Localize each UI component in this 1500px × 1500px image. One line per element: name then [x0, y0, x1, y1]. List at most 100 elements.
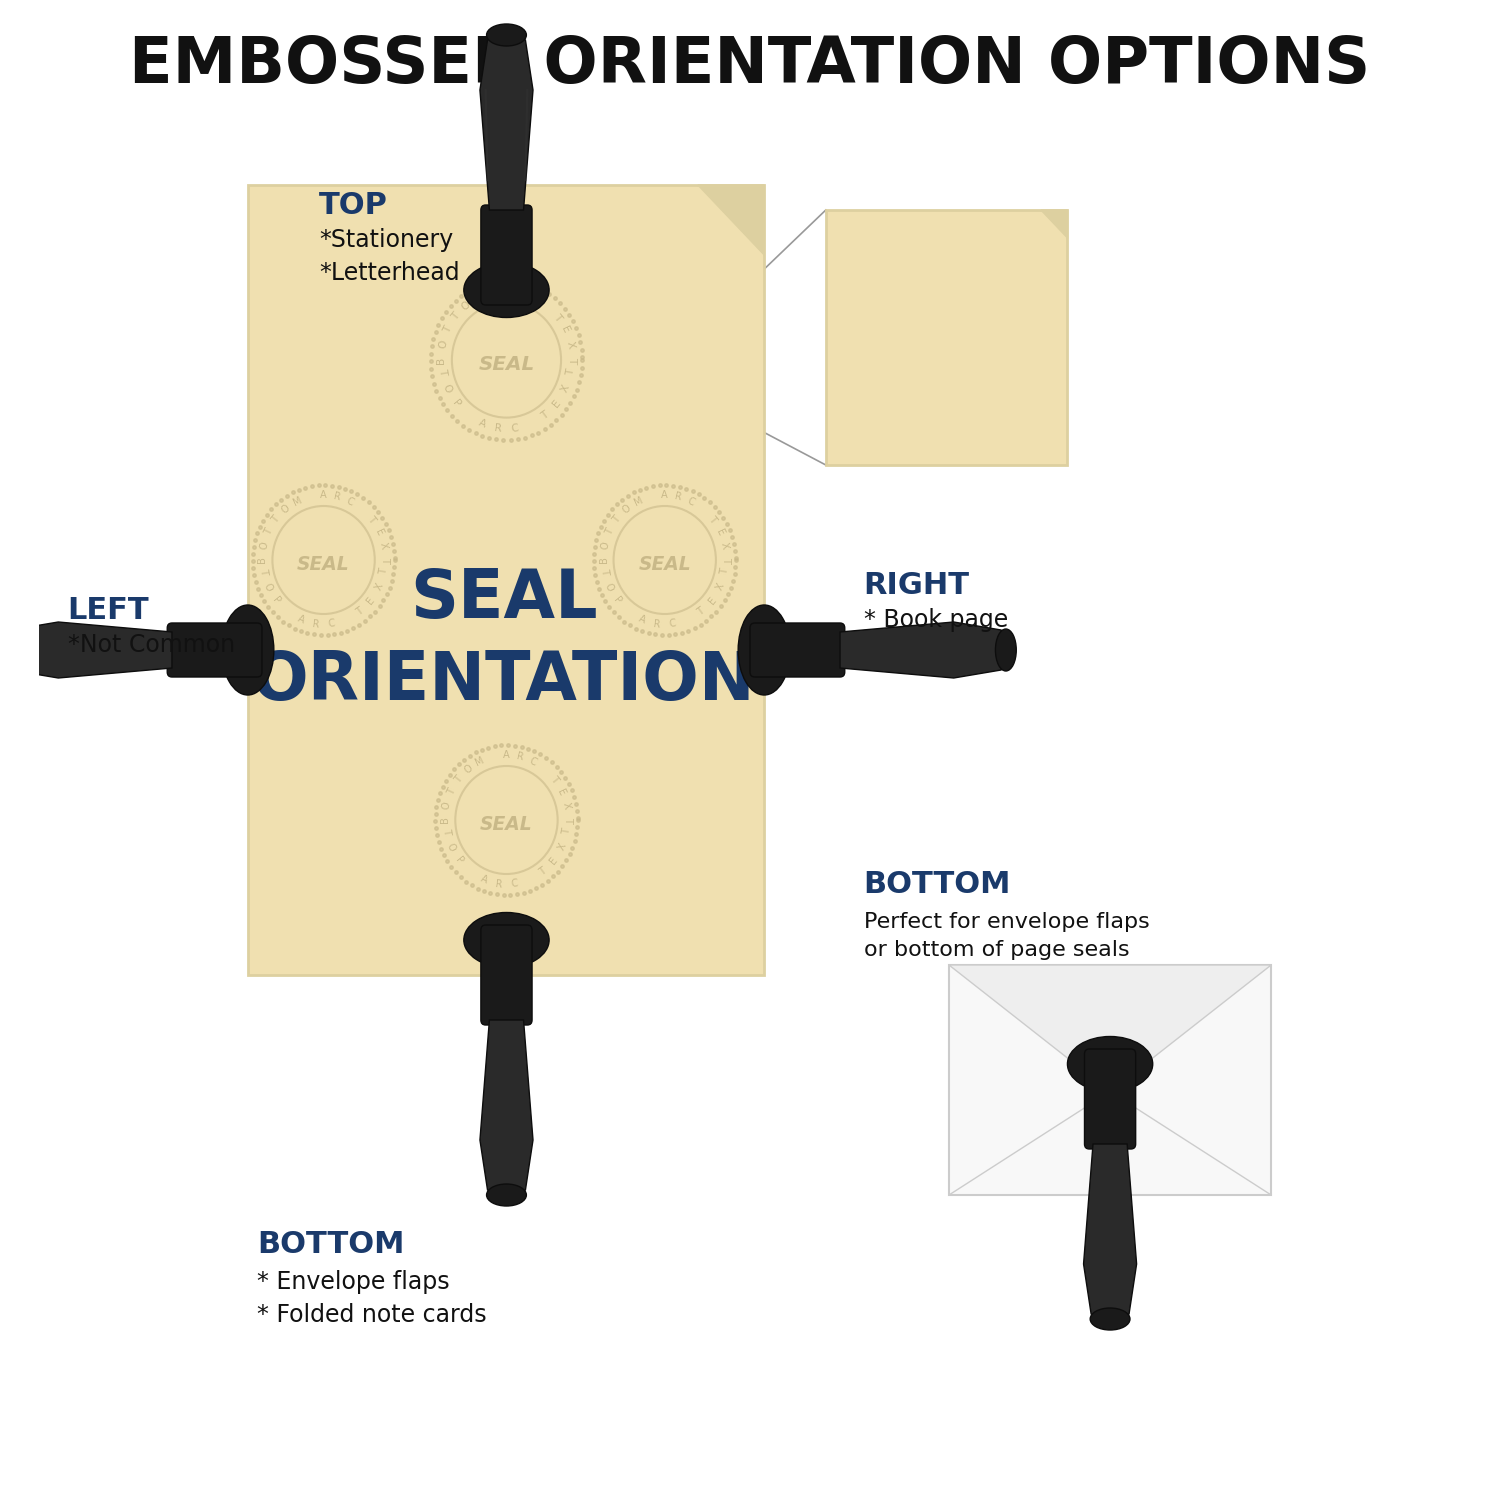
- Polygon shape: [698, 184, 764, 255]
- Text: O: O: [1065, 1022, 1072, 1028]
- Text: T: T: [258, 567, 268, 574]
- Text: E: E: [706, 596, 718, 606]
- Text: T: T: [720, 567, 730, 574]
- Text: O: O: [859, 368, 877, 382]
- Text: B: B: [853, 333, 868, 342]
- Text: T: T: [552, 312, 564, 322]
- Text: C: C: [976, 248, 992, 264]
- Text: E: E: [714, 526, 726, 537]
- Text: X: X: [560, 382, 572, 394]
- Text: * Book page: * Book page: [864, 608, 1008, 631]
- Text: A: A: [908, 413, 922, 429]
- Ellipse shape: [464, 262, 549, 318]
- Text: C: C: [510, 879, 519, 890]
- Text: A: A: [477, 419, 488, 430]
- Ellipse shape: [738, 604, 790, 694]
- Text: O: O: [603, 580, 615, 592]
- Text: R: R: [674, 492, 682, 502]
- Text: R: R: [494, 423, 502, 433]
- Text: T: T: [1068, 1011, 1076, 1019]
- Text: C: C: [669, 618, 676, 630]
- Text: C: C: [686, 496, 696, 508]
- Text: RIGHT: RIGHT: [864, 572, 969, 600]
- Text: T: T: [855, 348, 870, 358]
- Text: BOTTOM: BOTTOM: [258, 1230, 405, 1258]
- Text: LEFT: LEFT: [68, 596, 150, 626]
- Polygon shape: [480, 1020, 532, 1200]
- FancyBboxPatch shape: [750, 622, 844, 676]
- Text: M: M: [632, 495, 644, 508]
- Text: E: E: [374, 526, 384, 537]
- Text: R: R: [495, 879, 502, 890]
- Text: A: A: [503, 750, 510, 760]
- Text: O: O: [258, 542, 270, 550]
- Ellipse shape: [1068, 1036, 1152, 1092]
- Text: T: T: [380, 556, 390, 562]
- Text: O: O: [436, 339, 448, 350]
- Text: E: E: [364, 596, 376, 606]
- Text: T: T: [1024, 333, 1039, 342]
- Text: T: T: [1074, 1002, 1080, 1010]
- Polygon shape: [1083, 1144, 1137, 1324]
- Text: * Envelope flaps
* Folded note cards: * Envelope flaps * Folded note cards: [258, 1270, 488, 1328]
- Text: P: P: [453, 855, 465, 865]
- Text: E: E: [1144, 1011, 1152, 1019]
- Text: O: O: [462, 764, 474, 776]
- Text: R: R: [516, 286, 525, 298]
- FancyBboxPatch shape: [950, 964, 1270, 1196]
- Text: T: T: [270, 514, 282, 525]
- Text: O: O: [279, 504, 291, 516]
- Text: B: B: [598, 556, 609, 564]
- Text: X: X: [564, 340, 576, 350]
- Text: O: O: [1068, 1048, 1076, 1056]
- Text: X: X: [1144, 1048, 1152, 1056]
- Text: T: T: [861, 291, 877, 304]
- Text: T: T: [540, 410, 550, 422]
- Text: C: C: [345, 496, 355, 508]
- Text: T: T: [354, 606, 364, 618]
- Text: R: R: [333, 492, 342, 502]
- Text: T: T: [610, 514, 622, 525]
- Text: R: R: [930, 420, 942, 435]
- Text: A: A: [478, 874, 489, 886]
- Text: B: B: [258, 556, 267, 564]
- Text: SEAL: SEAL: [478, 354, 534, 374]
- Text: X: X: [1016, 368, 1034, 382]
- Text: B: B: [436, 357, 447, 363]
- Text: SEAL: SEAL: [909, 328, 984, 354]
- Text: E: E: [1016, 291, 1032, 306]
- Text: T: T: [990, 402, 1005, 418]
- Text: O: O: [855, 310, 871, 324]
- Text: T: T: [366, 514, 376, 525]
- FancyBboxPatch shape: [827, 210, 1068, 465]
- Text: R: R: [1116, 987, 1122, 994]
- Text: R: R: [652, 618, 662, 630]
- Text: SEAL: SEAL: [480, 815, 532, 834]
- Text: E: E: [548, 855, 560, 865]
- Text: C: C: [530, 292, 540, 304]
- Text: EMBOSSER ORIENTATION OPTIONS: EMBOSSER ORIENTATION OPTIONS: [129, 34, 1371, 96]
- Text: T: T: [561, 828, 572, 836]
- Text: M: M: [1088, 990, 1095, 998]
- Text: C: C: [951, 420, 963, 435]
- Text: X: X: [561, 801, 572, 810]
- Text: SEAL
ORIENTATION: SEAL ORIENTATION: [252, 566, 756, 714]
- Text: T: T: [562, 818, 573, 824]
- Text: BOTTOM: BOTTOM: [864, 870, 1011, 898]
- Ellipse shape: [464, 912, 549, 968]
- Text: O: O: [621, 504, 633, 516]
- Text: E: E: [1005, 387, 1022, 402]
- FancyBboxPatch shape: [1084, 1048, 1136, 1149]
- FancyBboxPatch shape: [248, 184, 764, 975]
- FancyBboxPatch shape: [482, 926, 532, 1024]
- Text: X: X: [1022, 310, 1038, 324]
- Text: C: C: [327, 618, 336, 630]
- FancyBboxPatch shape: [166, 622, 262, 676]
- Text: T: T: [446, 788, 458, 796]
- Text: T: T: [262, 526, 274, 537]
- Text: T: T: [549, 774, 560, 784]
- Text: T: T: [441, 828, 452, 836]
- Text: C: C: [1113, 1076, 1118, 1082]
- Text: T: T: [1132, 1066, 1138, 1074]
- FancyBboxPatch shape: [482, 206, 532, 304]
